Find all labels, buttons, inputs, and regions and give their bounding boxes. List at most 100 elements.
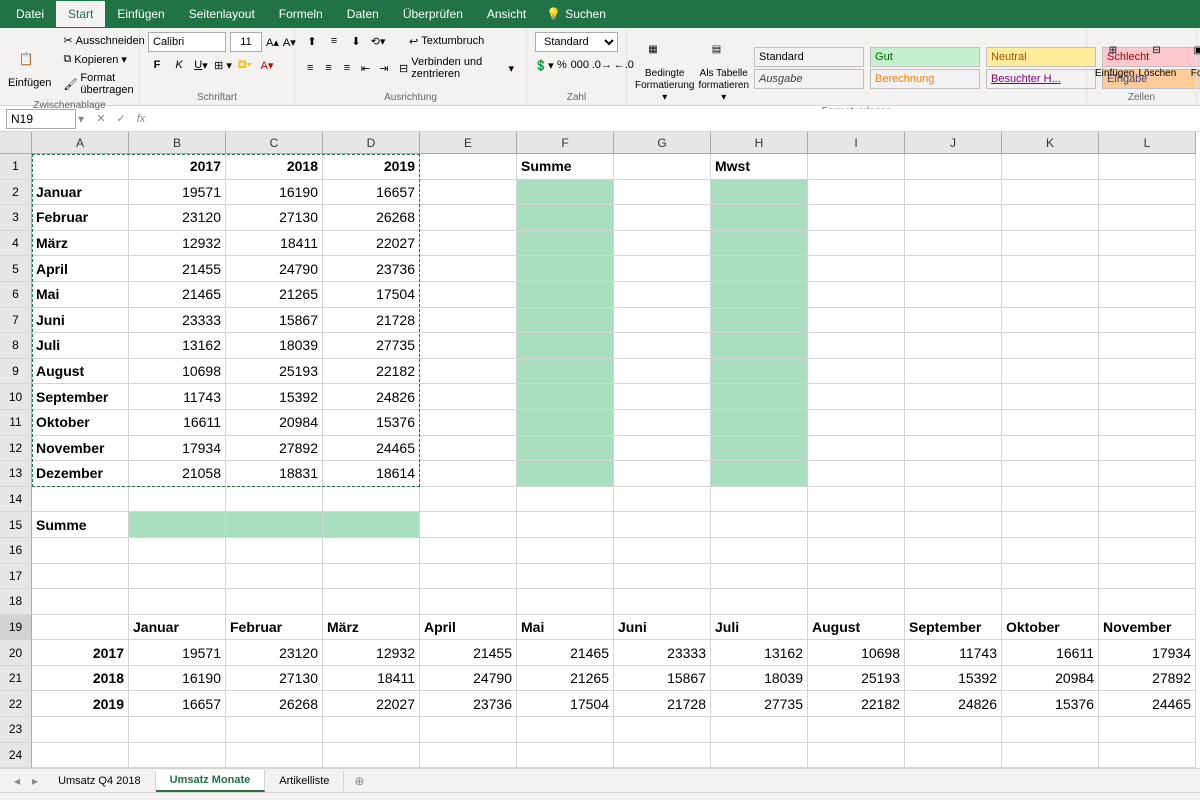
row-header-21[interactable]: 21 — [0, 666, 32, 692]
sheet-nav-prev[interactable]: ◂ — [8, 774, 26, 788]
cell-K23[interactable] — [1002, 717, 1099, 743]
cell-K24[interactable] — [1002, 743, 1099, 768]
cell-K20[interactable]: 16611 — [1002, 640, 1099, 666]
cell-D14[interactable] — [323, 487, 420, 513]
cell-D9[interactable]: 22182 — [323, 359, 420, 385]
cell-A23[interactable] — [32, 717, 129, 743]
cell-B13[interactable]: 21058 — [129, 461, 226, 487]
cell-D16[interactable] — [323, 538, 420, 564]
style-berechnung[interactable]: Berechnung — [870, 69, 980, 89]
cell-K6[interactable] — [1002, 282, 1099, 308]
cell-B24[interactable] — [129, 743, 226, 768]
style-standard[interactable]: Standard — [754, 47, 864, 67]
format-as-table-button[interactable]: Als Tabelleformatieren ▾ — [698, 68, 749, 104]
cell-E1[interactable] — [420, 154, 517, 180]
cell-G10[interactable] — [614, 384, 711, 410]
cell-B2[interactable]: 19571 — [129, 180, 226, 206]
cell-C2[interactable]: 16190 — [226, 180, 323, 206]
cell-G15[interactable] — [614, 512, 711, 538]
cell-H21[interactable]: 18039 — [711, 666, 808, 692]
cell-A6[interactable]: Mai — [32, 282, 129, 308]
cell-I23[interactable] — [808, 717, 905, 743]
cell-E2[interactable] — [420, 180, 517, 206]
cell-C24[interactable] — [226, 743, 323, 768]
cell-H24[interactable] — [711, 743, 808, 768]
cell-D20[interactable]: 12932 — [323, 640, 420, 666]
cell-K9[interactable] — [1002, 359, 1099, 385]
cell-D4[interactable]: 22027 — [323, 231, 420, 257]
cell-D18[interactable] — [323, 589, 420, 615]
cell-G23[interactable] — [614, 717, 711, 743]
cell-J3[interactable] — [905, 205, 1002, 231]
cell-L2[interactable] — [1099, 180, 1196, 206]
cell-E21[interactable]: 24790 — [420, 666, 517, 692]
cell-L6[interactable] — [1099, 282, 1196, 308]
cell-F19[interactable]: Mai — [517, 615, 614, 641]
cell-H6[interactable] — [711, 282, 808, 308]
cell-C4[interactable]: 18411 — [226, 231, 323, 257]
cell-L19[interactable]: November — [1099, 615, 1196, 641]
cell-G12[interactable] — [614, 436, 711, 462]
cell-G3[interactable] — [614, 205, 711, 231]
cell-H17[interactable] — [711, 564, 808, 590]
cell-B10[interactable]: 11743 — [129, 384, 226, 410]
cell-G4[interactable] — [614, 231, 711, 257]
col-header-A[interactable]: A — [32, 132, 129, 154]
cell-E11[interactable] — [420, 410, 517, 436]
style-besuchter[interactable]: Besuchter H... — [986, 69, 1096, 89]
cell-C19[interactable]: Februar — [226, 615, 323, 641]
style-neutral[interactable]: Neutral — [986, 47, 1096, 67]
cell-K14[interactable] — [1002, 487, 1099, 513]
cell-E13[interactable] — [420, 461, 517, 487]
col-header-G[interactable]: G — [614, 132, 711, 154]
cell-D6[interactable]: 17504 — [323, 282, 420, 308]
cell-H19[interactable]: Juli — [711, 615, 808, 641]
cell-I24[interactable] — [808, 743, 905, 768]
col-header-F[interactable]: F — [517, 132, 614, 154]
cell-E4[interactable] — [420, 231, 517, 257]
cell-H16[interactable] — [711, 538, 808, 564]
style-gut[interactable]: Gut — [870, 47, 980, 67]
cell-L9[interactable] — [1099, 359, 1196, 385]
cell-F4[interactable] — [517, 231, 614, 257]
cell-J13[interactable] — [905, 461, 1002, 487]
cell-E24[interactable] — [420, 743, 517, 768]
tab-formeln[interactable]: Formeln — [267, 1, 335, 27]
cell-K22[interactable]: 15376 — [1002, 691, 1099, 717]
cell-F16[interactable] — [517, 538, 614, 564]
cell-G14[interactable] — [614, 487, 711, 513]
cell-E20[interactable]: 21455 — [420, 640, 517, 666]
cell-L18[interactable] — [1099, 589, 1196, 615]
italic-button[interactable]: K — [170, 56, 188, 74]
percent-button[interactable]: % — [557, 56, 567, 74]
row-header-16[interactable]: 16 — [0, 538, 32, 564]
cell-K15[interactable] — [1002, 512, 1099, 538]
cell-G5[interactable] — [614, 256, 711, 282]
cell-E23[interactable] — [420, 717, 517, 743]
cell-F24[interactable] — [517, 743, 614, 768]
cell-B8[interactable]: 13162 — [129, 333, 226, 359]
fx-button[interactable]: fx — [132, 110, 150, 128]
cell-J17[interactable] — [905, 564, 1002, 590]
cell-J19[interactable]: September — [905, 615, 1002, 641]
cell-A18[interactable] — [32, 589, 129, 615]
cell-G8[interactable] — [614, 333, 711, 359]
cell-C11[interactable]: 20984 — [226, 410, 323, 436]
cell-K3[interactable] — [1002, 205, 1099, 231]
col-header-D[interactable]: D — [323, 132, 420, 154]
cell-A22[interactable]: 2019 — [32, 691, 129, 717]
cell-F5[interactable] — [517, 256, 614, 282]
row-header-2[interactable]: 2 — [0, 180, 32, 206]
cell-C14[interactable] — [226, 487, 323, 513]
cell-A12[interactable]: November — [32, 436, 129, 462]
row-header-12[interactable]: 12 — [0, 436, 32, 462]
cell-I5[interactable] — [808, 256, 905, 282]
font-size-select[interactable] — [230, 32, 262, 52]
cell-I6[interactable] — [808, 282, 905, 308]
cell-D23[interactable] — [323, 717, 420, 743]
cell-F13[interactable] — [517, 461, 614, 487]
cell-A19[interactable] — [32, 615, 129, 641]
cell-E8[interactable] — [420, 333, 517, 359]
cell-F8[interactable] — [517, 333, 614, 359]
cell-E6[interactable] — [420, 282, 517, 308]
